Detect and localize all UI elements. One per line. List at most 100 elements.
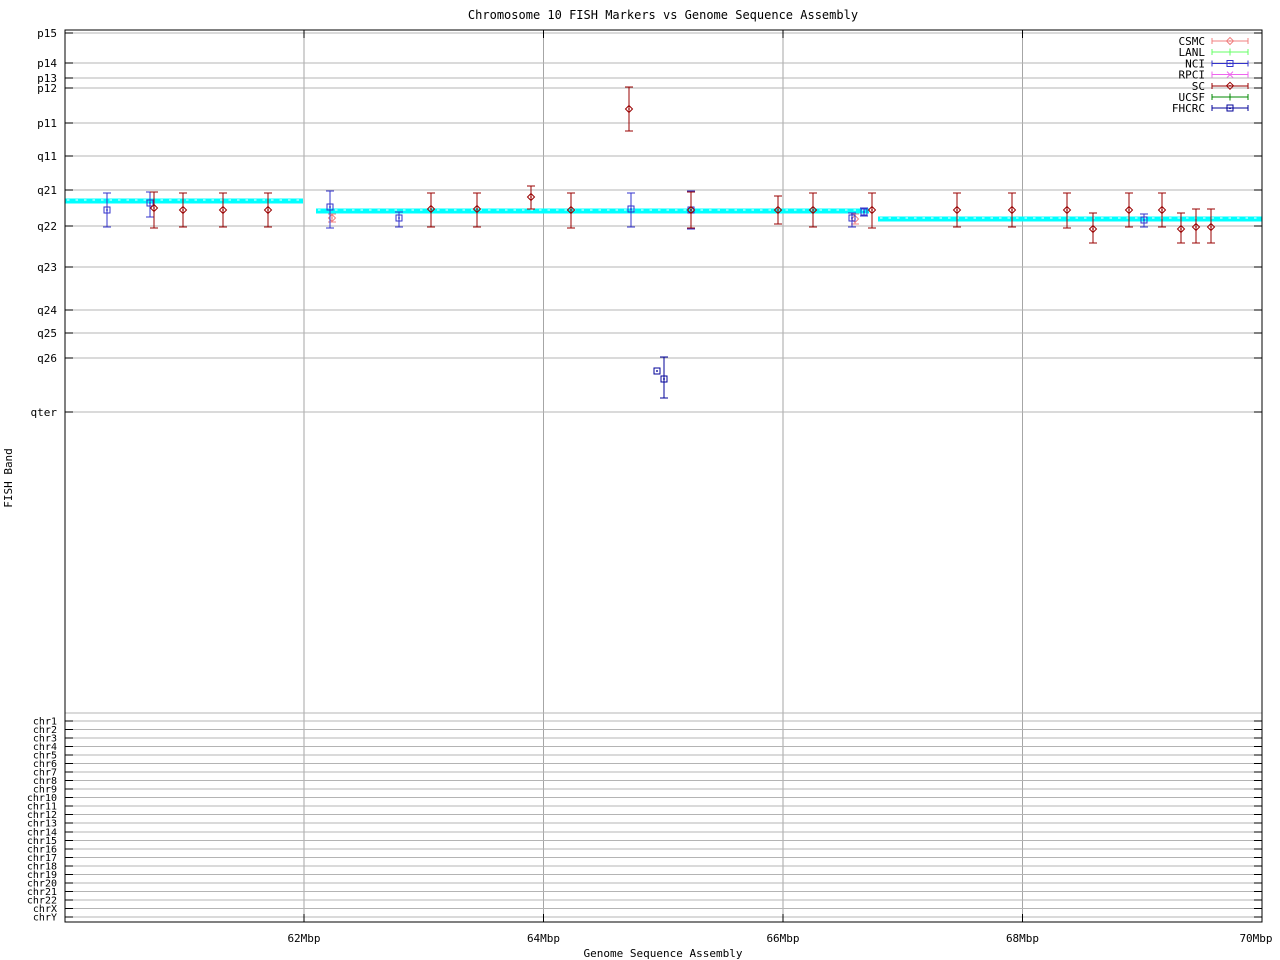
sc-marker-diamond-dot xyxy=(153,207,155,209)
sc-marker-diamond xyxy=(686,205,696,215)
plot-border xyxy=(64,29,1263,923)
sc-marker-diamond xyxy=(218,205,228,215)
legend-marker-nci xyxy=(1226,59,1234,67)
sc-marker-diamond-dot xyxy=(222,209,224,211)
chart-title: Chromosome 10 FISH Markers vs Genome Seq… xyxy=(468,8,858,22)
sc-marker-diamond-dot xyxy=(1066,209,1068,211)
sc-marker-diamond-dot xyxy=(956,209,958,211)
chr-label: chrY xyxy=(33,913,57,924)
band-label: q22 xyxy=(37,220,57,233)
assembly-segment xyxy=(878,216,1262,222)
chr-label: chr19 xyxy=(27,870,57,881)
legend-label-fhcrc: FHCRC xyxy=(1172,102,1205,115)
band-label: p15 xyxy=(37,27,57,40)
legend-label-nci: NCI xyxy=(1185,57,1205,70)
x-axis-title: Genome Sequence Assembly xyxy=(584,947,743,960)
sc-marker-diamond xyxy=(867,205,877,215)
vertical-gridlines xyxy=(303,30,1023,922)
legend-label-ucsf: UCSF xyxy=(1179,91,1206,104)
sc-marker-diamond-dot xyxy=(1195,226,1197,228)
legend-marker-csmc xyxy=(1225,36,1235,46)
sc-marker-diamond xyxy=(566,205,576,215)
sc-marker-diamond xyxy=(178,205,188,215)
nci-marker-square-dot xyxy=(329,206,331,208)
legend-label-lanl: LANL xyxy=(1179,46,1206,59)
legend-marker-fhcrc xyxy=(1226,104,1234,112)
assembly-segment xyxy=(65,198,303,204)
nci-marker-square-dot xyxy=(851,217,853,219)
sc-marker-diamond xyxy=(808,205,818,215)
legend-marker-csmc-dot xyxy=(1229,40,1231,42)
horizontal-gridlines xyxy=(65,32,1262,918)
sc-marker-diamond xyxy=(426,204,436,214)
sc-marker-diamond-dot xyxy=(690,209,692,211)
chr-label: chr21 xyxy=(27,887,57,898)
x-tick-label: 62Mbp xyxy=(287,932,320,945)
legend-label-csmc: CSMC xyxy=(1179,35,1206,48)
nci-marker-square-dot xyxy=(863,211,865,213)
sc-marker-diamond xyxy=(1007,205,1017,215)
sc-marker-diamond-dot xyxy=(570,209,572,211)
nci-marker-square-dot xyxy=(149,202,151,204)
sc-marker-diamond xyxy=(1062,205,1072,215)
sc-marker-diamond xyxy=(624,104,634,114)
nci-marker-square-dot xyxy=(106,209,108,211)
band-label: p14 xyxy=(37,57,57,70)
y-axis-title: FISH Band xyxy=(2,448,15,508)
assembly-band-segments xyxy=(65,198,1262,222)
chr-label: chr20 xyxy=(27,878,57,889)
nci-marker-square-dot xyxy=(398,217,400,219)
sc-marker-diamond-dot xyxy=(476,208,478,210)
data-points xyxy=(103,86,1216,399)
chr-label: chr12 xyxy=(27,810,57,821)
chr-label: chr3 xyxy=(33,734,57,745)
chr-label: chr14 xyxy=(27,827,57,838)
sc-marker-diamond xyxy=(1124,205,1134,215)
band-label: q25 xyxy=(37,327,57,340)
assembly-segment xyxy=(316,208,869,214)
band-label: p13 xyxy=(37,72,57,85)
chr-label: chr4 xyxy=(33,742,57,753)
nci-marker-square xyxy=(146,199,154,207)
sc-marker-diamond-dot xyxy=(1128,209,1130,211)
sc-marker-diamond xyxy=(149,203,159,213)
nci-marker-square xyxy=(103,206,111,214)
x-tick-label: 66Mbp xyxy=(766,932,799,945)
sc-marker-diamond-dot xyxy=(267,209,269,211)
nci-marker-square xyxy=(395,214,403,222)
legend-marker-fhcrc-dot xyxy=(1229,107,1231,109)
chr-label: chr22 xyxy=(27,895,57,906)
sc-marker-diamond xyxy=(773,205,783,215)
chr-label: chr8 xyxy=(33,776,57,787)
sc-marker-diamond xyxy=(1088,224,1098,234)
sc-marker-diamond-dot xyxy=(1210,226,1212,228)
csmc-marker-diamond-dot xyxy=(331,217,333,219)
chr-label: chrX xyxy=(33,904,57,915)
band-label: q26 xyxy=(37,352,57,365)
legend-marker-nci-dot xyxy=(1229,62,1231,65)
nci-marker-square-dot xyxy=(630,208,632,210)
chr-label: chr5 xyxy=(33,751,57,762)
sc-marker-diamond-dot xyxy=(430,208,432,210)
sc-marker-diamond-dot xyxy=(182,209,184,211)
band-label: q21 xyxy=(37,184,57,197)
sc-marker-diamond-dot xyxy=(777,209,779,211)
band-label: q24 xyxy=(37,304,57,317)
nci-marker-square xyxy=(848,214,856,222)
legend-label-rpci: RPCI xyxy=(1179,69,1206,82)
sc-marker-diamond-dot xyxy=(628,108,630,110)
chr-label: chr6 xyxy=(33,759,57,770)
chr-label: chr15 xyxy=(27,836,57,847)
legend-marker-rpci xyxy=(1226,71,1234,78)
chr-label: chr7 xyxy=(33,768,57,779)
band-label: q11 xyxy=(37,150,57,163)
chr-label: chr2 xyxy=(33,725,57,736)
chr-label: chr9 xyxy=(33,785,57,796)
chr-label: chr18 xyxy=(27,861,57,872)
band-label: p12 xyxy=(37,82,57,95)
legend-marker-sc xyxy=(1225,81,1235,91)
